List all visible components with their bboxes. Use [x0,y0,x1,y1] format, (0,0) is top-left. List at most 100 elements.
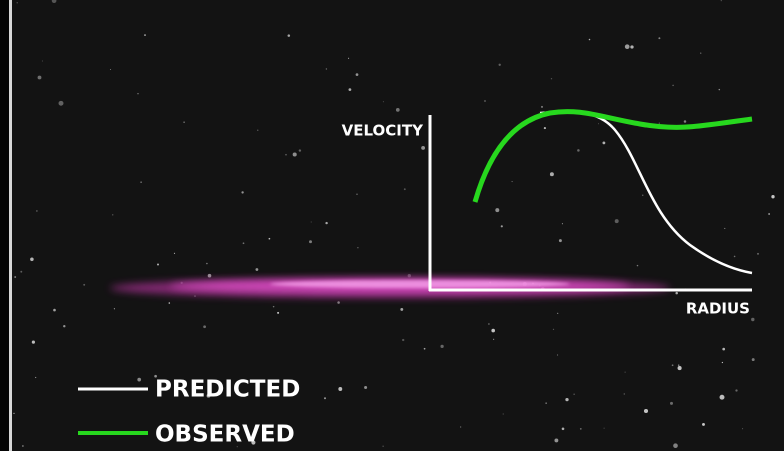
star [734,256,736,258]
star [512,181,513,182]
star [722,362,723,363]
star [675,292,678,295]
star [337,301,340,304]
star [338,387,342,391]
galaxy-core [270,280,570,288]
star [348,58,349,59]
star [140,181,142,183]
star [557,313,558,314]
star [35,377,36,378]
star [402,339,404,341]
page: {"axes": {"y_label": "VELOCITY", "x_labe… [0,0,784,451]
left-edge [9,0,12,451]
star [137,93,138,94]
star [559,239,562,242]
x-axis-label: RADIUS [686,300,750,318]
star [672,364,674,366]
star [257,130,258,131]
star [36,210,37,211]
star [326,68,327,69]
star [724,228,725,229]
star [557,355,558,356]
star [488,323,490,325]
star [565,398,568,401]
star [577,149,580,152]
star [383,446,384,447]
star [625,372,626,373]
star [400,308,403,311]
star [288,34,291,37]
star [424,348,426,350]
star [751,318,754,321]
star [735,389,737,391]
star [670,402,673,405]
star [742,428,743,429]
star [678,364,680,366]
star [562,223,563,224]
star [59,101,64,106]
star [293,152,297,156]
star [32,341,35,344]
star [574,394,575,395]
star [285,154,287,156]
star [672,85,674,87]
star [501,225,503,227]
star [719,89,720,90]
star [22,445,24,447]
star [174,253,175,254]
background [0,0,784,451]
star [644,409,648,413]
star [495,208,499,212]
star [499,64,501,66]
star [325,222,327,224]
star [551,78,552,79]
star [546,403,547,404]
star [243,242,245,244]
star [324,397,326,399]
star [144,34,146,36]
star [255,268,258,271]
star [702,423,705,426]
star [30,258,34,262]
star [13,413,14,414]
star [722,348,725,351]
star [493,339,494,340]
star [396,108,400,112]
star [42,60,43,61]
star [421,146,425,150]
star [309,240,312,243]
star [194,296,195,297]
star [684,120,687,123]
star [110,69,111,70]
star [721,0,722,1]
star [169,302,171,304]
star [14,276,16,278]
star [544,127,546,129]
star [630,45,633,48]
star [553,329,554,330]
star [208,274,212,278]
star [83,284,85,286]
star [484,100,486,102]
star [364,386,367,389]
star [562,427,565,430]
star [157,263,159,265]
y-axis-label: VELOCITY [342,122,424,140]
star [625,44,630,49]
star [720,395,725,400]
star [752,358,755,361]
star [580,428,582,430]
star [273,306,275,308]
star [541,106,543,108]
star [637,265,638,266]
star [771,195,774,198]
galaxy [110,278,670,298]
star [658,37,660,39]
star [589,39,591,41]
star [673,443,678,448]
star [356,194,357,195]
star [137,378,141,382]
star [299,149,301,151]
star [642,195,643,196]
star [311,221,312,222]
